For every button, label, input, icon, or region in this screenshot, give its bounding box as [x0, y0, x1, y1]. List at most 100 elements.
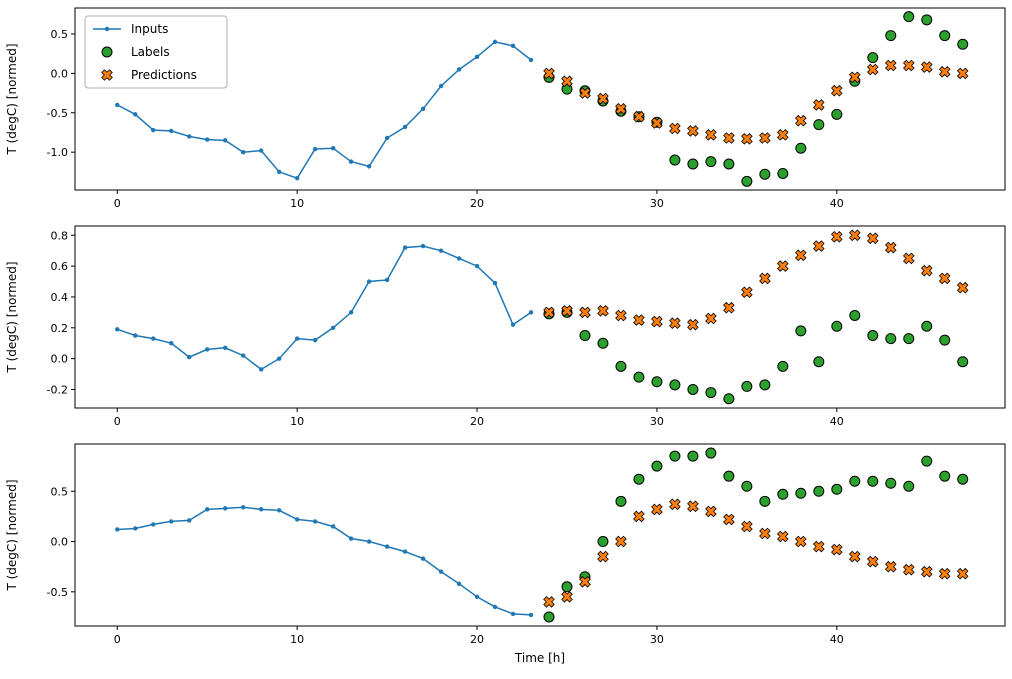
- label-point: [723, 470, 735, 482]
- inputs-dot: [348, 536, 354, 541]
- x-tick-label: 40: [830, 197, 844, 210]
- y-tick-label: -0.5: [47, 107, 68, 120]
- label-point: [615, 360, 627, 372]
- prediction-point: [795, 535, 807, 548]
- prediction-point: [651, 503, 663, 516]
- prediction-point: [597, 550, 609, 563]
- x-tick-label: 30: [650, 197, 664, 210]
- prediction-point: [795, 249, 807, 262]
- y-tick-label: -0.5: [47, 586, 68, 599]
- label-point: [867, 330, 879, 342]
- prediction-point: [651, 315, 663, 328]
- x-axis: 0 10 20 30 40: [114, 626, 844, 646]
- inputs-dot: [240, 505, 246, 510]
- y-tick-label: 0.0: [51, 353, 69, 366]
- label-point: [687, 158, 699, 170]
- legend-box: [84, 15, 228, 89]
- axes-frame: [74, 443, 1006, 627]
- y-tick-label: 0.2: [51, 322, 69, 335]
- prediction-point: [579, 87, 591, 99]
- y-axis-label: T (degC) [normed]: [5, 479, 19, 591]
- inputs-dot: [330, 146, 336, 151]
- y-axis: -0.2 0.0 0.2 0.4 0.6 0.8: [47, 229, 75, 396]
- inputs-dot: [115, 102, 120, 108]
- prediction-point: [651, 117, 663, 129]
- inputs-dot: [312, 337, 318, 343]
- label-point: [741, 380, 753, 392]
- prediction-point: [669, 498, 681, 511]
- label-point: [777, 360, 789, 372]
- prediction-point: [759, 527, 771, 540]
- label-point: [831, 320, 843, 332]
- label-point: [903, 333, 915, 345]
- label-point: [903, 480, 915, 492]
- inputs-dot: [420, 106, 426, 112]
- prediction-point: [597, 305, 609, 317]
- label-point: [597, 536, 609, 548]
- y-tick-label: 0.4: [51, 291, 69, 304]
- subplot-1: 0 10 20 30 40 -1.0 -0.5 0.0 0.5 T (degC) [normed]…: [5, 7, 1006, 210]
- prediction-point: [777, 129, 789, 141]
- inputs-dot: [133, 112, 138, 117]
- inputs-dot: [294, 336, 300, 341]
- x-tick-label: 40: [830, 633, 844, 646]
- inputs-dot: [492, 604, 498, 610]
- inputs-dot: [402, 549, 408, 554]
- label-point: [705, 156, 717, 168]
- label-point: [867, 475, 879, 487]
- prediction-point: [723, 513, 735, 526]
- prediction-point: [759, 132, 771, 144]
- prediction-point: [543, 596, 555, 608]
- prediction-point: [938, 66, 951, 78]
- prediction-point: [956, 67, 969, 80]
- label-point: [633, 371, 645, 383]
- label-point: [885, 477, 897, 489]
- inputs-path: [116, 41, 532, 180]
- inputs-dot: [528, 57, 534, 63]
- inputs-dot: [258, 367, 264, 372]
- label-point: [885, 333, 897, 345]
- label-point: [777, 488, 789, 500]
- prediction-point: [938, 567, 951, 580]
- prediction-point: [813, 99, 825, 111]
- label-point: [669, 379, 681, 391]
- prediction-point: [687, 500, 699, 513]
- inputs-dot: [169, 128, 174, 134]
- inputs-dot: [133, 526, 138, 531]
- inputs-dot: [330, 524, 336, 529]
- inputs-dot: [348, 310, 354, 315]
- axes-frame: [74, 225, 1006, 409]
- inputs-dot: [223, 506, 228, 511]
- predictions-points: [543, 229, 969, 331]
- prediction-point: [903, 563, 915, 576]
- prediction-point: [795, 114, 807, 127]
- prediction-point: [741, 286, 753, 299]
- inputs-dot: [384, 277, 390, 283]
- legend-label: Labels: [131, 45, 170, 59]
- inputs-dot: [474, 54, 480, 60]
- x-tick-label: 20: [470, 415, 484, 428]
- prediction-point: [867, 232, 879, 245]
- label-point: [921, 455, 933, 467]
- x-tick-label: 10: [290, 415, 304, 428]
- label-point: [813, 485, 825, 497]
- prediction-point: [669, 317, 681, 329]
- label-point: [921, 320, 933, 332]
- label-point: [759, 379, 771, 391]
- prediction-point: [543, 67, 555, 80]
- prediction-point: [813, 240, 825, 252]
- prediction-point: [633, 510, 645, 523]
- x-axis: 0 10 20 30 40: [114, 408, 844, 428]
- inputs-dot: [276, 508, 282, 513]
- x-tick-label: 10: [290, 633, 304, 646]
- inputs-path: [117, 506, 532, 616]
- label-point: [741, 480, 753, 492]
- y-tick-label: 0.5: [51, 485, 69, 498]
- prediction-point: [615, 103, 627, 115]
- x-axis: 0 10 20 30 40: [114, 190, 844, 210]
- predictions-points: [543, 59, 969, 145]
- inputs-dot: [510, 43, 516, 49]
- inputs-dot: [115, 527, 120, 532]
- legend-item-labels: Labels: [101, 45, 170, 59]
